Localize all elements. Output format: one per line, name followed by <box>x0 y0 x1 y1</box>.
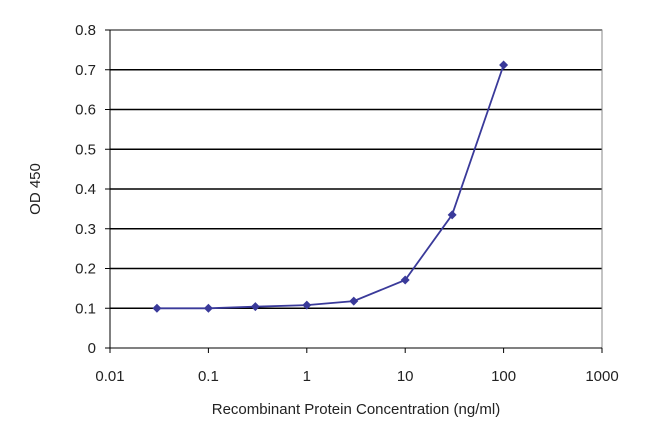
data-point <box>499 60 509 70</box>
x-tick-label: 10 <box>397 368 414 385</box>
gridlines <box>110 29 602 310</box>
y-tick-label: 0.6 <box>75 102 96 119</box>
y-tick-label: 0.1 <box>75 300 96 317</box>
y-tick-label: 0.2 <box>75 261 96 278</box>
y-tick-label: 0.4 <box>75 181 96 198</box>
x-tick-labels: 0.01 0.1 1 10 100 1000 <box>95 368 618 385</box>
x-tick-label: 100 <box>491 368 516 385</box>
data-point <box>203 303 213 313</box>
y-axis-title: OD 450 <box>27 163 44 215</box>
axes <box>105 29 603 353</box>
series-line <box>156 64 505 310</box>
y-tick-label: 0.5 <box>75 141 96 158</box>
x-tick-label: 1000 <box>585 368 618 385</box>
data-point <box>250 302 260 312</box>
data-point <box>152 303 162 313</box>
data-point <box>400 275 410 285</box>
x-axis-title: Recombinant Protein Concentration (ng/ml… <box>212 401 500 418</box>
series-layer <box>152 60 509 313</box>
y-tick-label: 0.7 <box>75 62 96 79</box>
y-tick-label: 0.8 <box>75 22 96 39</box>
data-point <box>302 300 312 310</box>
y-tick-label: 0 <box>88 340 96 357</box>
x-tick-label: 1 <box>303 368 311 385</box>
y-tick-label: 0.3 <box>75 221 96 238</box>
data-point <box>349 296 359 306</box>
x-tick-label: 0.1 <box>198 368 219 385</box>
y-tick-labels: 0 0.1 0.2 0.3 0.4 0.5 0.6 0.7 0.8 <box>75 22 96 357</box>
x-tick-label: 0.01 <box>95 368 124 385</box>
data-point <box>447 210 457 220</box>
